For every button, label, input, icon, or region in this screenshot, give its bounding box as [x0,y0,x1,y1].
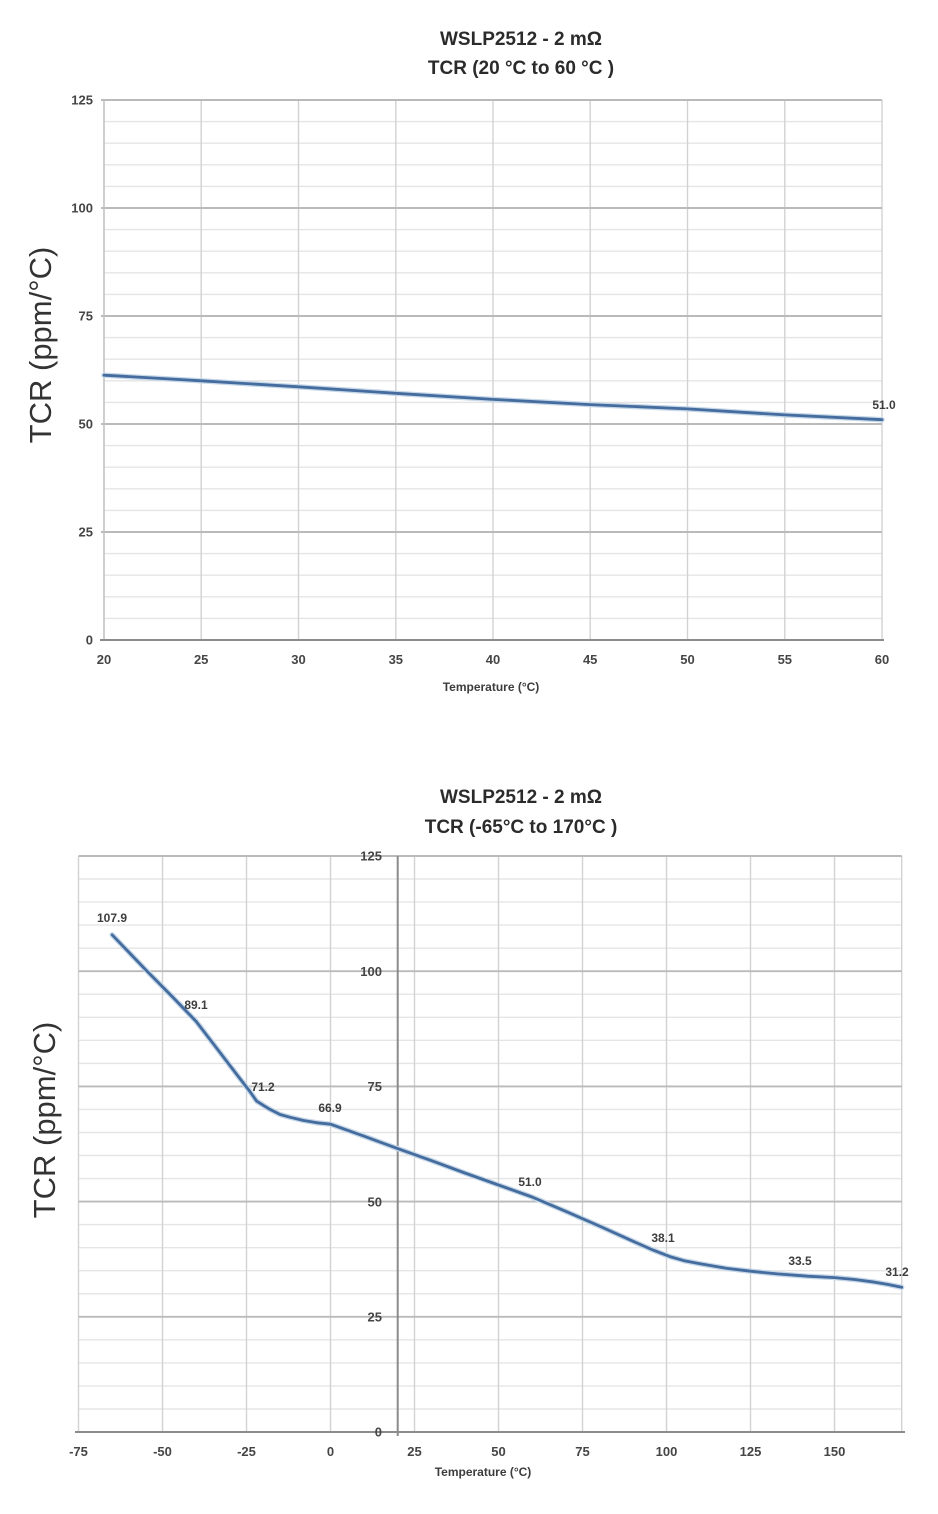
svg-text:50: 50 [368,1194,382,1209]
svg-text:150: 150 [824,1444,846,1459]
svg-text:25: 25 [79,525,93,540]
svg-text:38.1: 38.1 [651,1231,675,1245]
svg-text:66.9: 66.9 [318,1101,342,1115]
svg-text:55: 55 [778,652,792,667]
svg-text:50: 50 [491,1444,505,1459]
svg-text:-25: -25 [237,1444,256,1459]
svg-text:Temperature (°C): Temperature (°C) [435,1465,532,1479]
svg-text:51.0: 51.0 [518,1175,542,1189]
svg-text:30: 30 [291,652,305,667]
svg-text:-50: -50 [153,1444,172,1459]
svg-text:50: 50 [79,417,93,432]
svg-text:TCR (ppm/°C): TCR (ppm/°C) [23,247,58,444]
svg-text:25: 25 [407,1444,421,1459]
svg-text:125: 125 [71,93,93,108]
svg-text:75: 75 [368,1079,382,1094]
svg-text:0: 0 [86,633,93,648]
svg-text:125: 125 [740,1444,762,1459]
svg-text:60: 60 [875,652,889,667]
svg-text:WSLP2512 - 2 mΩ: WSLP2512 - 2 mΩ [440,787,602,808]
svg-text:25: 25 [368,1310,382,1325]
svg-text:33.5: 33.5 [788,1254,812,1268]
svg-text:TCR (-65°C to 170°C ): TCR (-65°C to 170°C ) [425,817,618,838]
svg-text:WSLP2512 - 2 mΩ: WSLP2512 - 2 mΩ [440,29,602,50]
svg-text:89.1: 89.1 [184,998,208,1012]
svg-text:51.0: 51.0 [872,398,896,412]
svg-text:35: 35 [389,652,403,667]
svg-text:100: 100 [71,201,93,216]
svg-text:20: 20 [97,652,111,667]
svg-text:Temperature (°C): Temperature (°C) [443,680,540,694]
svg-text:TCR (20 °C to 60 °C ): TCR (20 °C to 60 °C ) [428,58,614,79]
svg-text:71.2: 71.2 [251,1080,275,1094]
svg-text:50: 50 [680,652,694,667]
svg-text:0: 0 [375,1425,382,1440]
svg-text:100: 100 [656,1444,678,1459]
svg-text:40: 40 [486,652,500,667]
svg-text:TCR (ppm/°C): TCR (ppm/°C) [27,1022,62,1219]
svg-text:100: 100 [360,964,382,979]
svg-text:25: 25 [194,652,208,667]
svg-text:-75: -75 [69,1444,88,1459]
svg-text:31.2: 31.2 [885,1265,909,1279]
svg-text:125: 125 [360,849,382,864]
svg-text:0: 0 [327,1444,334,1459]
svg-text:75: 75 [79,309,93,324]
svg-text:45: 45 [583,652,597,667]
svg-text:75: 75 [575,1444,589,1459]
svg-text:107.9: 107.9 [97,911,127,925]
